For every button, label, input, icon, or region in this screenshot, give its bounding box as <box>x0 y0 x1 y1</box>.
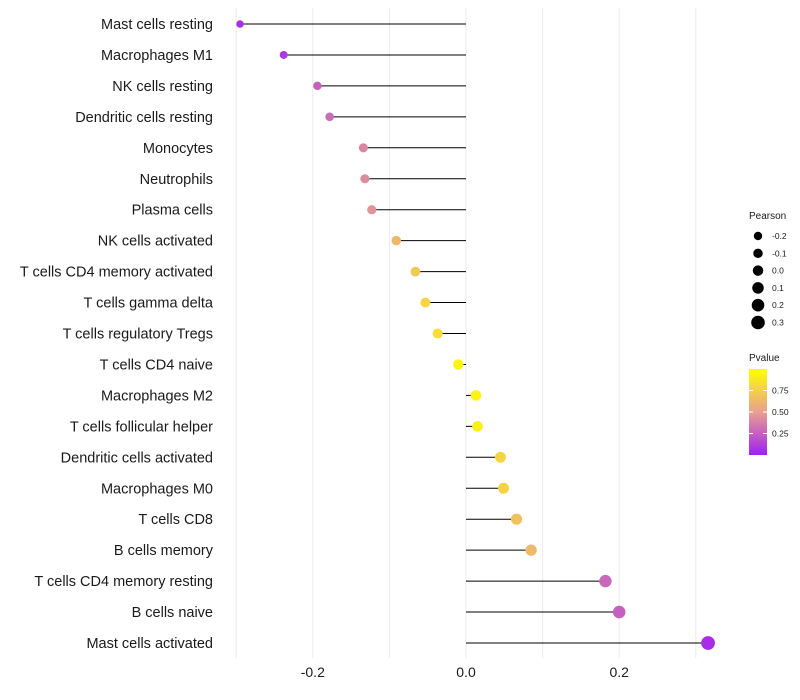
lollipop-point <box>701 636 715 650</box>
y-axis-label: T cells CD4 naive <box>100 357 213 373</box>
legend-pearson: Pearson -0.2 -0.1 0.0 0.1 0.2 0.3 <box>749 211 787 330</box>
x-tick-label: -0.2 <box>301 664 325 680</box>
y-axis-label: T cells CD4 memory activated <box>20 265 213 281</box>
legend-size-label: -0.2 <box>772 231 787 241</box>
legend-color-label: 0.25 <box>772 429 789 439</box>
pvalue-colorbar <box>749 369 767 455</box>
y-axis-label: Macrophages M2 <box>101 388 213 404</box>
legend-color-label: 0.50 <box>772 407 789 417</box>
y-axis-label: T cells gamma delta <box>84 296 214 312</box>
y-axis-label: Macrophages M1 <box>101 48 213 64</box>
legend-size-key <box>752 265 764 276</box>
x-tick-label: 0.0 <box>456 664 476 680</box>
lollipop-point <box>313 81 322 91</box>
legend-size-key <box>753 248 763 259</box>
stems <box>240 23 709 644</box>
y-axis-label: T cells CD4 memory resting <box>34 574 213 590</box>
lollipop-point <box>360 174 370 184</box>
lollipop-point <box>612 605 626 619</box>
lollipop-point <box>470 390 482 401</box>
legend-size-key <box>751 298 765 312</box>
grid-lines <box>235 8 697 658</box>
lollipop-point <box>410 266 421 277</box>
y-axis-labels: Mast cells resting Macrophages M1 NK cells… <box>20 17 214 652</box>
y-axis-label: Monocytes <box>143 141 213 157</box>
y-axis-label: Dendritic cells resting <box>75 110 213 126</box>
legend-size-key <box>751 315 765 330</box>
y-axis-label: NK cells resting <box>112 79 213 95</box>
y-axis-label: Plasma cells <box>132 203 213 219</box>
points <box>236 20 715 650</box>
y-axis-label: B cells memory <box>114 543 214 559</box>
lollipop-point <box>453 359 464 370</box>
y-axis-label: Macrophages M0 <box>101 481 213 497</box>
lollipop-point <box>494 451 506 463</box>
legend-size-label: 0.1 <box>772 283 784 293</box>
legend-size-label: -0.1 <box>772 248 787 258</box>
lollipop-point <box>236 20 244 28</box>
y-axis-label: Mast cells resting <box>101 17 213 33</box>
x-axis-ticks: -0.2 0.0 0.2 <box>301 664 629 680</box>
lollipop-point <box>525 544 537 556</box>
y-axis-label: Neutrophils <box>140 172 213 188</box>
lollipop-point <box>432 328 443 339</box>
legend-size-label: 0.2 <box>772 300 784 310</box>
y-axis-label: NK cells activated <box>98 234 213 250</box>
lollipop-point <box>358 143 368 153</box>
legend-size-key <box>752 282 764 294</box>
y-axis-label: T cells regulatory Tregs <box>63 327 213 343</box>
y-axis-label: Dendritic cells activated <box>61 450 213 466</box>
y-axis-label: Mast cells activated <box>86 636 213 652</box>
lollipop-point <box>510 513 523 525</box>
legend-pvalue-title: Pvalue <box>749 353 780 364</box>
lollipop-point <box>279 50 288 59</box>
y-axis-label: T cells CD8 <box>138 512 213 528</box>
legend-size-key <box>753 231 763 241</box>
y-axis-label: T cells follicular helper <box>70 419 213 435</box>
legend-size-label: 0.0 <box>772 266 784 276</box>
lollipop-point <box>599 574 612 588</box>
lollipop-point <box>498 482 510 494</box>
legend-color-label: 0.75 <box>772 386 789 396</box>
legend-pearson-title: Pearson <box>749 211 786 222</box>
lollipop-point <box>325 112 334 122</box>
lollipop-point <box>472 421 483 432</box>
x-tick-label: 0.2 <box>609 664 629 680</box>
lollipop-point <box>420 297 431 308</box>
lollipop-point <box>391 235 402 246</box>
y-axis-label: B cells naive <box>132 605 213 621</box>
legend-size-label: 0.3 <box>772 318 784 328</box>
lollipop-point <box>367 205 377 215</box>
legend-pvalue: Pvalue 0.75 0.50 0.25 <box>749 353 789 455</box>
